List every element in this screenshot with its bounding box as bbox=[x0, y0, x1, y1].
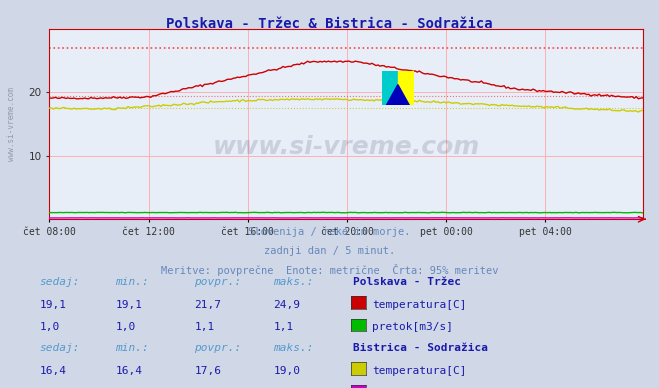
Text: pretok[m3/s]: pretok[m3/s] bbox=[372, 322, 453, 333]
Text: min.:: min.: bbox=[115, 277, 149, 288]
Text: 19,1: 19,1 bbox=[115, 300, 142, 310]
Text: www.si-vreme.com: www.si-vreme.com bbox=[212, 135, 480, 159]
Text: temperatura[C]: temperatura[C] bbox=[372, 300, 467, 310]
Text: sedaj:: sedaj: bbox=[40, 277, 80, 288]
Text: 16,4: 16,4 bbox=[40, 366, 67, 376]
Text: 1,0: 1,0 bbox=[115, 322, 136, 333]
Text: povpr.:: povpr.: bbox=[194, 343, 242, 353]
Text: maks.:: maks.: bbox=[273, 343, 314, 353]
Text: Polskava - Tržec: Polskava - Tržec bbox=[353, 277, 461, 288]
Text: 17,6: 17,6 bbox=[194, 366, 221, 376]
Text: 16,4: 16,4 bbox=[115, 366, 142, 376]
Polygon shape bbox=[382, 71, 398, 105]
Text: Bistrica - Sodražica: Bistrica - Sodražica bbox=[353, 343, 488, 353]
Text: 1,1: 1,1 bbox=[273, 322, 294, 333]
Text: 1,0: 1,0 bbox=[40, 322, 60, 333]
Text: Slovenija / reke in morje.: Slovenija / reke in morje. bbox=[248, 227, 411, 237]
Text: zadnji dan / 5 minut.: zadnji dan / 5 minut. bbox=[264, 246, 395, 256]
Text: sedaj:: sedaj: bbox=[40, 343, 80, 353]
Text: maks.:: maks.: bbox=[273, 277, 314, 288]
Text: www.si-vreme.com: www.si-vreme.com bbox=[7, 87, 16, 161]
Text: povpr.:: povpr.: bbox=[194, 277, 242, 288]
Text: Meritve: povprečne  Enote: metrične  Črta: 95% meritev: Meritve: povprečne Enote: metrične Črta:… bbox=[161, 264, 498, 276]
Text: min.:: min.: bbox=[115, 343, 149, 353]
Text: 1,1: 1,1 bbox=[194, 322, 215, 333]
Text: temperatura[C]: temperatura[C] bbox=[372, 366, 467, 376]
Text: Polskava - Tržec & Bistrica - Sodražica: Polskava - Tržec & Bistrica - Sodražica bbox=[166, 17, 493, 31]
Text: 19,0: 19,0 bbox=[273, 366, 301, 376]
Text: 19,1: 19,1 bbox=[40, 300, 67, 310]
Polygon shape bbox=[386, 85, 409, 105]
Text: 21,7: 21,7 bbox=[194, 300, 221, 310]
Polygon shape bbox=[398, 71, 415, 105]
Text: 24,9: 24,9 bbox=[273, 300, 301, 310]
